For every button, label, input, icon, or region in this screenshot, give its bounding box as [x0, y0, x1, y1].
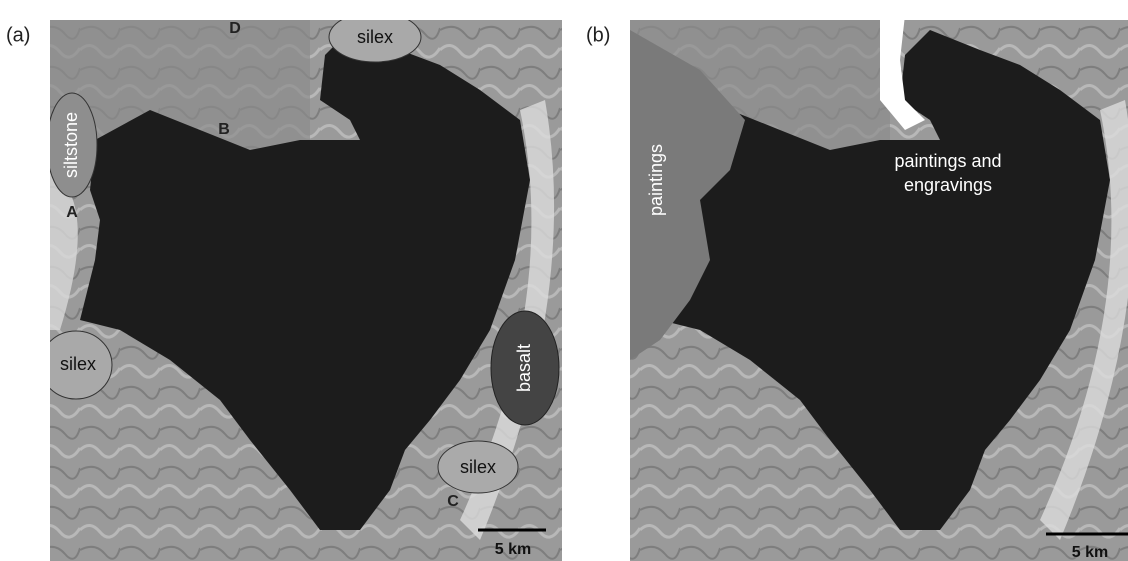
region-ellipse [328, 20, 422, 63]
scale-label: 5 km [1072, 544, 1108, 561]
region-ellipse [490, 310, 560, 426]
site-label: D [229, 20, 241, 37]
region-ellipse [50, 330, 113, 400]
region-area [880, 20, 925, 130]
site-label: B [218, 121, 230, 138]
annotation: silex [357, 27, 393, 47]
panel-a: (a) D silex siltstone B A silex basalt s… [6, 20, 562, 561]
region-area [630, 30, 745, 360]
panel-label: (b) [586, 24, 610, 46]
annotation: engravings [904, 175, 992, 195]
annotation: silex [460, 457, 496, 477]
annotation: paintings [646, 144, 666, 216]
region-ellipse [50, 92, 98, 198]
annotation: basalt [514, 344, 534, 392]
scale-label: 5 km [495, 541, 531, 558]
panel-b: (b) paintings paintings and engravings 5… [586, 20, 1128, 561]
panel-label: (a) [6, 24, 30, 46]
site-label: C [447, 493, 459, 510]
region-ellipse [437, 440, 519, 494]
annotation: paintings and [894, 151, 1001, 171]
annotation: siltstone [61, 112, 81, 178]
annotation: silex [60, 354, 96, 374]
site-label: A [66, 204, 78, 221]
